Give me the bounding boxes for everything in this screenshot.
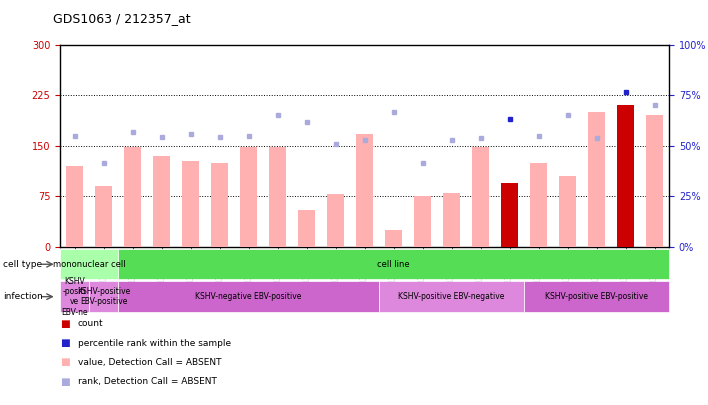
Bar — [269, 147, 286, 247]
Bar — [414, 196, 431, 247]
Bar — [588, 112, 605, 247]
Text: KSHV-positive
EBV-positive: KSHV-positive EBV-positive — [77, 287, 130, 306]
Bar — [524, 281, 669, 312]
Bar — [501, 183, 518, 247]
Bar — [379, 281, 524, 312]
Bar — [617, 105, 634, 247]
Text: KSHV-positive EBV-negative: KSHV-positive EBV-negative — [399, 292, 505, 301]
Bar — [298, 210, 315, 247]
Bar — [472, 147, 489, 247]
Text: GDS1063 / 212357_at: GDS1063 / 212357_at — [53, 12, 190, 25]
Bar — [356, 134, 373, 247]
Text: KSHV
-positi
ve
EBV-ne: KSHV -positi ve EBV-ne — [62, 277, 88, 317]
Text: ■: ■ — [60, 358, 70, 367]
Text: value, Detection Call = ABSENT: value, Detection Call = ABSENT — [78, 358, 222, 367]
Bar — [211, 163, 229, 247]
Bar — [530, 163, 547, 247]
Text: percentile rank within the sample: percentile rank within the sample — [78, 339, 231, 347]
Bar — [240, 147, 257, 247]
Bar — [118, 281, 379, 312]
Text: ■: ■ — [60, 338, 70, 348]
Text: cell line: cell line — [377, 260, 410, 269]
Bar — [327, 194, 344, 247]
Bar — [559, 176, 576, 247]
Bar — [182, 161, 200, 247]
Bar — [95, 186, 113, 247]
Text: ■: ■ — [60, 319, 70, 328]
Text: mononuclear cell: mononuclear cell — [53, 260, 125, 269]
Bar — [153, 156, 171, 247]
Text: count: count — [78, 319, 103, 328]
Bar — [385, 230, 402, 247]
Text: rank, Detection Call = ABSENT: rank, Detection Call = ABSENT — [78, 377, 217, 386]
Bar — [124, 147, 142, 247]
Bar — [60, 249, 118, 279]
Text: ■: ■ — [60, 377, 70, 387]
Bar — [646, 115, 663, 247]
Bar — [89, 281, 118, 312]
Text: cell type: cell type — [3, 260, 42, 269]
Bar — [66, 166, 84, 247]
Bar — [443, 193, 460, 247]
Text: KSHV-negative EBV-positive: KSHV-negative EBV-positive — [195, 292, 302, 301]
Bar — [60, 281, 89, 312]
Text: infection: infection — [3, 292, 42, 301]
Text: KSHV-positive EBV-positive: KSHV-positive EBV-positive — [545, 292, 648, 301]
